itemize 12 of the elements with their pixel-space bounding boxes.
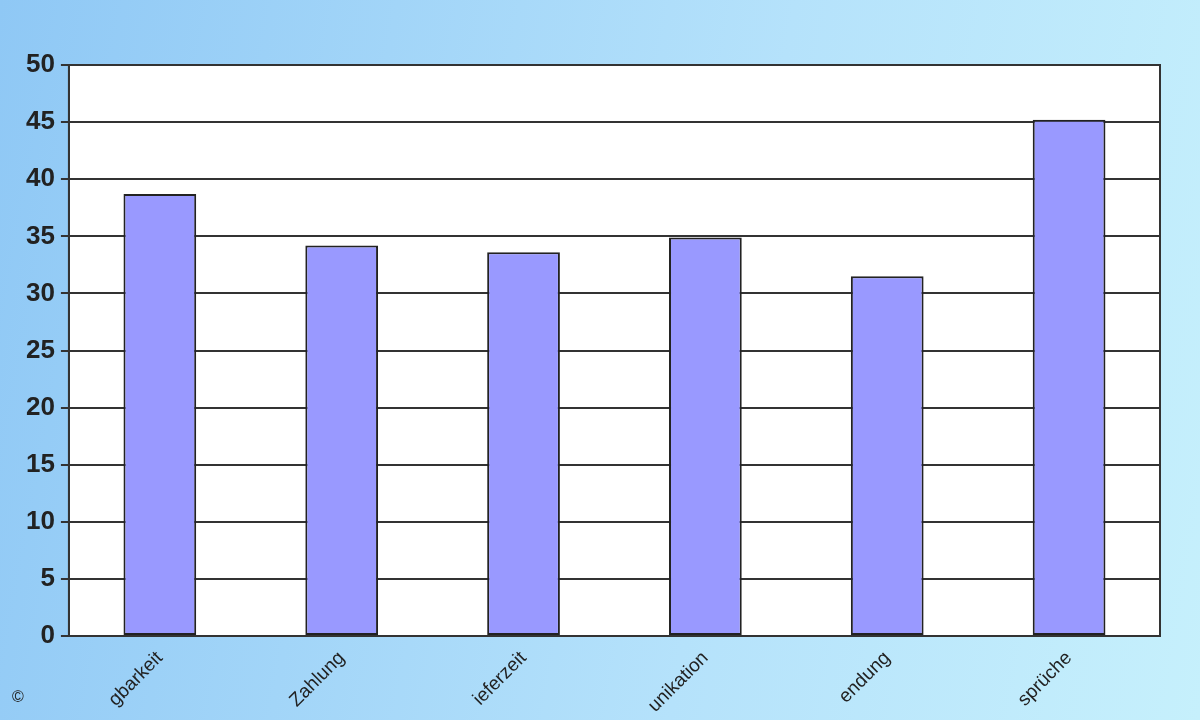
y-tick-label: 0: [40, 619, 55, 650]
y-tick-label: 15: [26, 447, 55, 478]
y-tick-label: 20: [26, 390, 55, 421]
y-tick-label: 45: [26, 105, 55, 136]
text: ©: [12, 688, 24, 705]
y-tick-label: 10: [26, 505, 55, 536]
y-tick-label: 35: [26, 219, 55, 250]
y-tick-label: 25: [26, 333, 55, 364]
y-tick-label: 5: [40, 562, 55, 593]
y-tick-label: 40: [26, 162, 55, 193]
y-tick-label: 30: [26, 276, 55, 307]
y-tick-label: 50: [26, 48, 55, 79]
